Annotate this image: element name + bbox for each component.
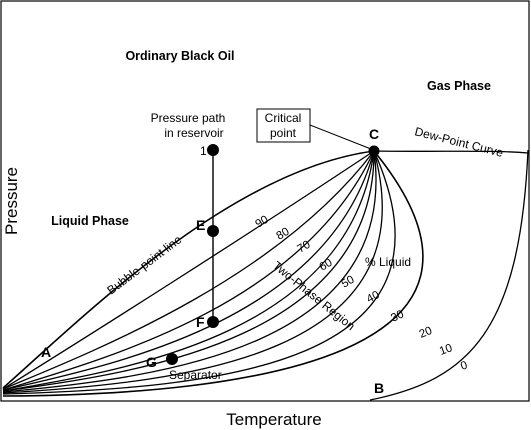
x-axis-label: Temperature xyxy=(226,410,321,429)
critical-label-line2: point xyxy=(270,126,297,140)
iso-label-40: 40 xyxy=(365,289,382,306)
iso-liquid-70 xyxy=(2,150,375,391)
plot-frame xyxy=(0,0,530,402)
iso-label-60: 60 xyxy=(318,257,335,274)
bubble-point-curve xyxy=(2,150,375,389)
iso-liquid-60 xyxy=(2,150,375,391)
outer-curve-b xyxy=(369,149,529,401)
point-1-label: 1 xyxy=(200,144,207,158)
region-liquid-phase: Liquid Phase xyxy=(51,214,129,228)
point-a-label: A xyxy=(41,344,51,360)
bubble-point-line-label: Bubble-point line xyxy=(104,232,184,297)
point-g-label: G xyxy=(146,354,157,370)
two-phase-region-label: Two-Phase Region xyxy=(270,258,358,333)
y-axis-label: Pressure xyxy=(2,167,21,235)
iso-liquid-30 xyxy=(2,150,377,393)
iso-liquid-80 xyxy=(2,150,375,390)
separator-label: Separator xyxy=(169,368,222,382)
iso-liquid-20 xyxy=(2,150,383,394)
point-c-label: C xyxy=(369,126,379,142)
point-g-marker xyxy=(166,353,178,365)
point-f-label: F xyxy=(196,314,205,330)
iso-label-50: 50 xyxy=(340,274,357,291)
point-e-label: E xyxy=(196,217,205,233)
outer-curve-upper xyxy=(373,150,529,154)
point-c-marker xyxy=(368,145,380,157)
iso-liquid-40 xyxy=(2,150,375,392)
iso-label-0: 0 xyxy=(459,359,469,372)
iso-label-70: 70 xyxy=(296,239,313,256)
point-1-marker xyxy=(207,144,219,156)
iso-liquid-10 xyxy=(2,150,396,395)
critical-point-box xyxy=(256,108,311,143)
critical-leader-line xyxy=(309,124,372,150)
dew-point-curve xyxy=(2,150,424,397)
pressure-path-label-line2: in reservoir xyxy=(164,126,223,140)
iso-label-20: 20 xyxy=(418,325,434,341)
iso-label-30: 30 xyxy=(389,308,406,324)
pct-liquid-label: % Liquid xyxy=(365,255,411,269)
point-e-marker xyxy=(207,225,219,237)
critical-label-line1: Critical xyxy=(265,111,302,125)
region-black-oil: Ordinary Black Oil xyxy=(125,49,234,63)
pressure-path-label-line1: Pressure path xyxy=(151,111,226,125)
region-gas-phase: Gas Phase xyxy=(427,79,491,93)
iso-liquid-90 xyxy=(2,150,375,390)
iso-liquid-50 xyxy=(2,150,375,392)
iso-label-80: 80 xyxy=(275,226,292,243)
iso-label-90: 90 xyxy=(254,214,271,231)
point-f-marker xyxy=(207,316,219,328)
iso-label-10: 10 xyxy=(438,342,454,358)
dew-point-curve-label: Dew-Point Curve xyxy=(413,124,505,160)
point-b-label: B xyxy=(374,380,384,396)
